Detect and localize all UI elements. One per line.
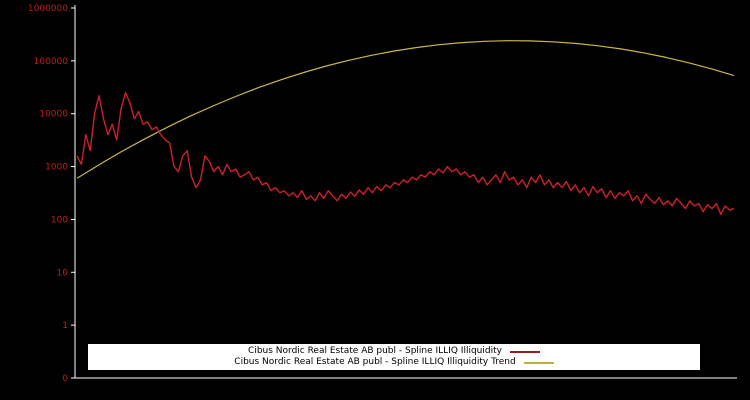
legend-row-trend: Cibus Nordic Real Estate AB publ - Splin… [88, 357, 700, 368]
legend-line-illiquidity [509, 350, 540, 353]
legend-label-trend: Cibus Nordic Real Estate AB publ - Splin… [234, 357, 516, 367]
legend-label-illiquidity: Cibus Nordic Real Estate AB publ - Splin… [248, 346, 502, 356]
y-tick-label: 1 [62, 321, 68, 331]
y-tick-label: 100000 [34, 57, 69, 67]
y-tick-label: 10 [57, 268, 69, 278]
y-tick-label: 10000 [39, 110, 68, 120]
y-tick-label: 100 [51, 215, 68, 225]
legend-row-illiquidity: Cibus Nordic Real Estate AB publ - Splin… [88, 346, 700, 357]
illiquidity-line [76, 91, 735, 216]
y-tick-label: 1000 [45, 163, 68, 173]
legend: Cibus Nordic Real Estate AB publ - Splin… [88, 344, 700, 370]
y-tick-label: 1000000 [28, 4, 68, 14]
y-tick-label: 0 [62, 374, 68, 384]
legend-line-trend [523, 361, 554, 364]
trend-line [76, 40, 735, 179]
